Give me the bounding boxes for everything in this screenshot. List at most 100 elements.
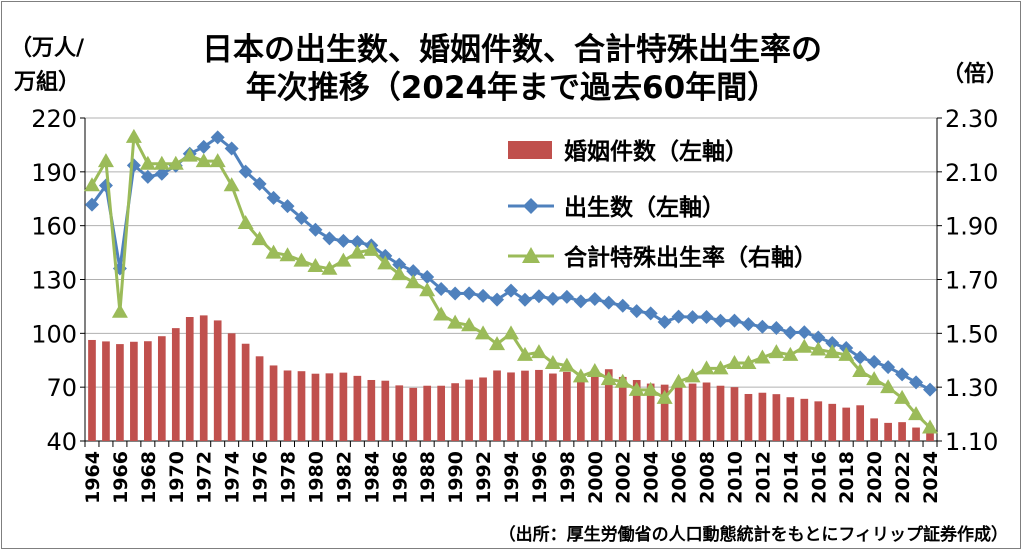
marker-births xyxy=(308,222,323,237)
right-tick-label: 2.10 xyxy=(945,159,998,187)
x-tick-label: 1972 xyxy=(194,451,216,504)
marker-tfr xyxy=(782,346,799,361)
legend-marker-births xyxy=(523,198,539,214)
x-tick-label: 2010 xyxy=(724,451,746,504)
marker-births xyxy=(336,233,351,248)
marker-tfr xyxy=(824,344,841,359)
marker-tfr xyxy=(251,231,268,246)
left-tick-label: 40 xyxy=(46,428,77,456)
marker-tfr xyxy=(377,255,394,270)
legend-label: 出生数（左軸） xyxy=(564,194,725,221)
right-tick-label: 2.30 xyxy=(945,105,998,133)
marker-tfr xyxy=(321,260,338,275)
bar-marriages xyxy=(311,373,320,441)
bar-marriages xyxy=(730,387,739,441)
bar-marriages xyxy=(269,365,278,441)
bar-marriages xyxy=(255,356,264,441)
marker-tfr xyxy=(167,155,184,170)
x-tick-label: 2008 xyxy=(697,451,719,504)
marker-tfr xyxy=(97,153,114,168)
marker-births xyxy=(755,319,770,334)
marker-tfr xyxy=(698,360,715,375)
marker-births xyxy=(392,257,407,272)
x-tick-label: 1970 xyxy=(166,451,188,504)
marker-tfr xyxy=(810,341,827,356)
legend-swatch-marriages xyxy=(508,141,552,159)
marker-tfr xyxy=(489,336,506,351)
marker-births xyxy=(741,317,756,332)
marker-tfr xyxy=(391,266,408,281)
bar-marriages xyxy=(898,422,906,441)
x-tick-label: 2012 xyxy=(752,451,774,504)
marker-births xyxy=(699,310,714,325)
bar-marriages xyxy=(702,382,711,441)
bar-marriages xyxy=(88,339,96,441)
marker-births xyxy=(266,190,281,205)
marker-births xyxy=(615,298,630,313)
marker-tfr xyxy=(433,306,450,321)
marker-births xyxy=(895,367,910,382)
marker-tfr xyxy=(363,241,380,256)
marker-births xyxy=(224,141,239,156)
marker-tfr xyxy=(335,252,352,267)
bar-marriages xyxy=(758,392,767,441)
bar-marriages xyxy=(688,383,697,441)
marker-tfr xyxy=(726,354,743,369)
right-tick-label: 1.50 xyxy=(945,320,998,348)
right-tick-label: 1.10 xyxy=(945,428,998,456)
x-tick-label: 1966 xyxy=(110,451,132,504)
bar-marriages xyxy=(353,375,362,441)
marker-births xyxy=(210,130,225,145)
marker-tfr xyxy=(628,381,645,396)
bar-marriages xyxy=(395,385,404,441)
marker-births xyxy=(238,164,253,179)
x-tick-label: 1986 xyxy=(389,451,411,504)
bar-marriages xyxy=(814,401,823,441)
x-tick-label: 2018 xyxy=(836,451,858,504)
marker-births xyxy=(322,231,337,246)
bar-marriages xyxy=(213,320,222,441)
bar-marriages xyxy=(437,385,446,441)
marker-births xyxy=(601,295,616,310)
marker-tfr xyxy=(279,247,296,262)
marker-births xyxy=(769,320,784,335)
marker-tfr xyxy=(586,363,603,378)
marker-tfr xyxy=(922,419,939,434)
bar-marriages xyxy=(786,397,795,441)
marker-births xyxy=(504,283,518,298)
x-tick-label: 1996 xyxy=(529,451,551,504)
marker-tfr xyxy=(796,338,813,353)
right-tick-label: 1.30 xyxy=(945,374,998,402)
bar-marriages xyxy=(716,385,725,441)
x-tick-label: 2002 xyxy=(613,451,635,504)
bar-marriages xyxy=(744,393,753,441)
x-tick-label: 1978 xyxy=(278,451,300,504)
marker-births xyxy=(434,282,449,297)
bar-marriages xyxy=(199,315,208,441)
bar-marriages xyxy=(618,376,627,441)
left-tick-label: 160 xyxy=(31,213,77,241)
legend-label: 婚姻件数（左軸） xyxy=(564,138,748,165)
x-tick-label: 1964 xyxy=(82,451,104,504)
x-tick-label: 1988 xyxy=(417,451,439,504)
marker-tfr xyxy=(153,155,170,170)
marker-births xyxy=(350,234,365,249)
bar-marriages xyxy=(604,369,613,441)
marker-births xyxy=(559,289,574,304)
marker-births xyxy=(713,313,728,328)
marker-tfr xyxy=(516,346,533,361)
left-tick-label: 70 xyxy=(46,374,77,402)
bar-marriages xyxy=(185,317,194,441)
marker-tfr xyxy=(544,354,561,369)
bar-marriages xyxy=(157,336,166,441)
x-tick-label: 2006 xyxy=(669,451,691,504)
marker-tfr xyxy=(503,325,519,340)
bar-marriages xyxy=(423,385,432,441)
x-tick-label: 1980 xyxy=(305,451,327,504)
bar-marriages xyxy=(409,387,418,441)
bar-marriages xyxy=(549,373,557,441)
marker-births xyxy=(923,382,938,397)
bar-marriages xyxy=(870,418,878,441)
left-tick-label: 130 xyxy=(31,267,77,295)
marker-births xyxy=(517,292,532,307)
